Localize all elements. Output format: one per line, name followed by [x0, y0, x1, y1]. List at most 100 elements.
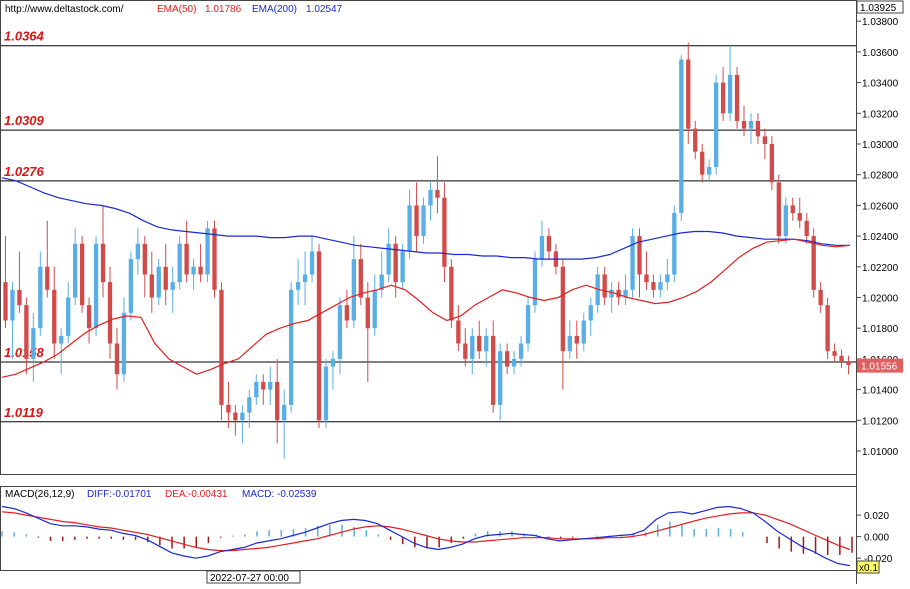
- price-tick-label: 1.03000: [862, 140, 899, 151]
- candle-body: [595, 274, 600, 306]
- candle-body: [727, 74, 733, 114]
- macd-hist-value: -0.02539: [277, 489, 317, 500]
- candle-body: [275, 381, 280, 421]
- price-axis-ticks: 1.03800 1.03600 1.03400 1.03200 1.03000 1.028…: [856, 17, 899, 458]
- macd-tick-label: 0.020: [864, 511, 889, 522]
- candle-body: [24, 305, 29, 359]
- price-tick-label: 1.02400: [862, 232, 899, 243]
- zoom-box[interactable]: [856, 560, 880, 574]
- current-price-box: [857, 358, 903, 373]
- candle-body: [205, 228, 210, 275]
- ema200-value: 1.02547: [306, 4, 343, 15]
- candle-body: [295, 282, 301, 290]
- candlestick-series: [3, 42, 851, 459]
- candle-body: [358, 259, 363, 298]
- candle-body: [121, 312, 127, 375]
- candle-body: [86, 305, 92, 329]
- candle-body: [790, 205, 795, 214]
- candle-body: [532, 259, 538, 306]
- price-tick-label: 1.03400: [862, 79, 899, 90]
- candle-body: [811, 236, 816, 290]
- candle-body: [316, 251, 322, 421]
- price-tick-label: 1.03200: [862, 109, 899, 120]
- candle-body: [442, 197, 447, 267]
- candle-body: [477, 335, 482, 352]
- candle-body: [163, 266, 168, 290]
- candle-body: [623, 289, 628, 298]
- candle-body: [212, 228, 217, 290]
- candle-body: [407, 205, 412, 252]
- candle-body: [449, 266, 454, 321]
- candle-body: [372, 289, 377, 329]
- zoom-label[interactable]: x0.1: [859, 563, 878, 574]
- candle-body: [100, 243, 106, 283]
- candle-body: [588, 305, 593, 321]
- macd-diff-line: [1, 505, 851, 567]
- macd-title: MACD(26,12,9): [5, 489, 74, 500]
- candle-body: [72, 243, 78, 298]
- candle-body: [247, 397, 252, 413]
- level-label: 1.0364: [4, 29, 45, 44]
- candle-body: [149, 274, 154, 298]
- candle-body: [268, 381, 273, 390]
- macd-dea-value: -0.00431: [188, 489, 228, 500]
- price-panel-frame: [0, 0, 857, 475]
- macd-tick-label: 0.000: [864, 533, 889, 544]
- price-tick-label: 1.01400: [862, 386, 899, 397]
- price-tick-label: 1.01000: [862, 447, 899, 458]
- candle-body: [31, 328, 36, 359]
- candle-body: [484, 335, 489, 352]
- candle-body: [567, 335, 572, 352]
- candle-body: [511, 358, 517, 367]
- candle-body: [240, 412, 245, 421]
- candle-body: [191, 266, 196, 275]
- ema50-line: [1, 238, 851, 378]
- candle-body: [226, 404, 231, 413]
- candle-body: [581, 320, 586, 344]
- candle-body: [525, 305, 531, 344]
- candle-body: [741, 120, 747, 129]
- candle-body: [560, 266, 566, 352]
- candle-body: [3, 282, 8, 321]
- candle-body: [386, 243, 391, 275]
- candle-body: [762, 136, 768, 144]
- candle-body: [142, 243, 147, 275]
- candle-body: [66, 297, 71, 336]
- price-tick-label: 1.03800: [862, 17, 899, 28]
- candle-body: [609, 289, 614, 298]
- candle-body: [734, 74, 740, 121]
- ema50-label: EMA(50): [157, 4, 196, 15]
- candle-body: [45, 266, 50, 290]
- candle-body: [818, 289, 823, 306]
- candle-body: [365, 297, 370, 329]
- candle-body: [804, 220, 809, 237]
- macd-diff-label: DIFF:: [87, 489, 112, 500]
- candle-body: [10, 289, 15, 321]
- candle-body: [393, 243, 398, 283]
- candle-body: [644, 274, 649, 283]
- candle-body: [769, 143, 775, 183]
- candle-body: [602, 274, 607, 298]
- candle-body: [658, 282, 663, 290]
- macd-axis-ticks: 0.020 0.000 -0.020: [856, 511, 893, 565]
- candle-body: [198, 266, 203, 275]
- candle-body: [839, 355, 844, 362]
- price-tick-label: 1.02800: [862, 171, 899, 182]
- candle-body: [79, 243, 85, 306]
- candle-body: [337, 305, 343, 359]
- candle-body: [114, 343, 120, 375]
- macd-panel-frame: [0, 486, 857, 571]
- candle-body: [686, 59, 691, 129]
- candle-body: [38, 266, 43, 329]
- candle-body: [177, 243, 182, 283]
- candle-body: [748, 120, 754, 129]
- level-label: 1.0119: [4, 405, 44, 420]
- candle-body: [504, 351, 510, 367]
- ema200-label: EMA(200): [252, 4, 297, 15]
- candle-body: [323, 366, 329, 421]
- candle-body: [846, 361, 851, 366]
- candle-body: [59, 335, 64, 344]
- candle-body: [414, 205, 419, 237]
- candle-body: [825, 305, 830, 352]
- candle-body: [156, 266, 161, 298]
